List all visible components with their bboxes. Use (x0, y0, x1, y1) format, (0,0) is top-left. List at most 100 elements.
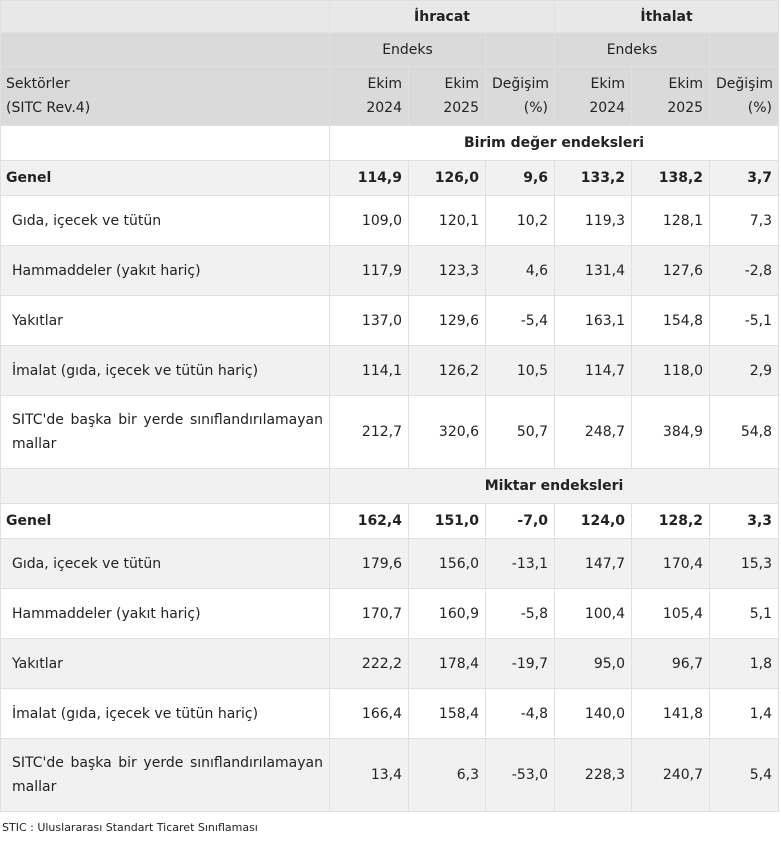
cell-imports-change: 1,4 (709, 688, 780, 739)
cell-exports-change: -5,4 (484, 295, 556, 346)
sector-label: Hammaddeler (yakıt hariç) (0, 588, 330, 639)
cell-exports-2025: 129,6 (408, 295, 486, 346)
cell-exports-change: -4,8 (484, 688, 556, 739)
table-body: Birim değer endeksleri Genel 114,9 126,0 9,6… (0, 125, 780, 812)
table-row: Gıda, içecek ve tütün 109,0 120,1 10,2 119,3… (0, 195, 780, 246)
cell-exports-change: 9,6 (484, 160, 556, 196)
sector-label: İmalat (gıda, içecek ve tütün hariç) (0, 688, 330, 739)
sector-label: Genel (0, 160, 330, 196)
section-header-row: Birim değer endeksleri (0, 125, 780, 161)
cell-exports-2025: 151,0 (408, 503, 486, 539)
cell-exports-change: 10,5 (484, 345, 556, 396)
header-exports: İhracat (328, 0, 556, 33)
cell-imports-2024: 147,7 (554, 538, 633, 589)
cell-imports-2025: 127,6 (631, 245, 711, 296)
sector-label: Yakıtlar (0, 295, 330, 346)
cell-exports-2024: 212,7 (329, 395, 409, 469)
cell-exports-2025: 178,4 (408, 638, 486, 689)
header-imports-2024: Ekim 2024 (554, 66, 633, 126)
cell-exports-2025: 126,0 (408, 160, 486, 196)
sector-label: SITC'de başka bir yerde sınıflandırılama… (0, 738, 330, 812)
table-row: SITC'de başka bir yerde sınıflandırılama… (0, 395, 780, 469)
cell-imports-change: -5,1 (709, 295, 780, 346)
sector-label: İmalat (gıda, içecek ve tütün hariç) (0, 345, 330, 396)
section-title: Birim değer endeksleri (328, 125, 780, 161)
table-row: Gıda, içecek ve tütün 179,6 156,0 -13,1 147,… (0, 538, 780, 589)
trade-index-table: İhracat İthalat Endeks Endeks Sektörler(… (0, 0, 780, 812)
cell-imports-change: 1,8 (709, 638, 780, 689)
header-row-columns: Sektörler (SITC Rev.4) Ekim 2024 Ekim 2025 … (0, 66, 780, 126)
cell-imports-2025: 240,7 (631, 738, 711, 812)
cell-imports-change: -2,8 (709, 245, 780, 296)
cell-imports-2024: 119,3 (554, 195, 633, 246)
cell-exports-2025: 156,0 (408, 538, 486, 589)
cell-imports-change: 3,7 (709, 160, 780, 196)
cell-imports-change: 5,1 (709, 588, 780, 639)
table-row: Yakıtlar 137,0 129,6 -5,4 163,1 154,8 -5,1 (0, 295, 780, 346)
cell-exports-change: 10,2 (484, 195, 556, 246)
cell-exports-change: -19,7 (484, 638, 556, 689)
header-empty (709, 32, 780, 67)
cell-exports-change: -13,1 (484, 538, 556, 589)
table-row: İmalat (gıda, içecek ve tütün hariç) 114,… (0, 345, 780, 396)
total-row: Genel 114,9 126,0 9,6 133,2 138,2 3,7 (0, 160, 780, 196)
header-exports-index: Endeks (329, 32, 486, 67)
cell-exports-2024: 166,4 (329, 688, 409, 739)
cell-imports-2024: 163,1 (554, 295, 633, 346)
cell-imports-2024: 95,0 (554, 638, 633, 689)
cell-imports-2025: 128,2 (631, 503, 711, 539)
sector-label: Genel (0, 503, 330, 539)
cell-imports-2025: 105,4 (631, 588, 711, 639)
cell-exports-2025: 158,4 (408, 688, 486, 739)
cell-imports-2024: 114,7 (554, 345, 633, 396)
cell-imports-2025: 118,0 (631, 345, 711, 396)
table-row: Yakıtlar 222,2 178,4 -19,7 95,0 96,7 1,8 (0, 638, 780, 689)
section-header-row: Miktar endeksleri (0, 468, 780, 504)
table-row: İmalat (gıda, içecek ve tütün hariç) 166,… (0, 688, 780, 739)
cell-imports-change: 15,3 (709, 538, 780, 589)
header-empty (0, 0, 330, 33)
header-imports: İthalat (554, 0, 780, 33)
header-exports-2025: Ekim 2025 (408, 66, 486, 126)
cell-imports-2024: 140,0 (554, 688, 633, 739)
cell-imports-2025: 138,2 (631, 160, 711, 196)
cell-exports-change: 4,6 (484, 245, 556, 296)
cell-exports-2025: 126,2 (408, 345, 486, 396)
cell-exports-2025: 6,3 (408, 738, 486, 812)
header-empty (484, 32, 556, 67)
sector-label: Gıda, içecek ve tütün (0, 538, 330, 589)
section-title: Miktar endeksleri (328, 468, 780, 504)
total-row: Genel 162,4 151,0 -7,0 124,0 128,2 3,3 (0, 503, 780, 539)
section-empty (0, 468, 330, 504)
cell-imports-2025: 154,8 (631, 295, 711, 346)
cell-exports-change: -5,8 (484, 588, 556, 639)
section-empty (0, 125, 330, 161)
cell-exports-2025: 160,9 (408, 588, 486, 639)
cell-imports-change: 3,3 (709, 503, 780, 539)
cell-imports-2024: 228,3 (554, 738, 633, 812)
header-sectors: Sektörler (SITC Rev.4) (0, 66, 330, 126)
cell-exports-2025: 123,3 (408, 245, 486, 296)
cell-exports-2024: 117,9 (329, 245, 409, 296)
cell-imports-2025: 141,8 (631, 688, 711, 739)
footnote: STIC : Uluslararası Standart Ticaret Sın… (2, 821, 258, 834)
cell-imports-change: 54,8 (709, 395, 780, 469)
cell-exports-2024: 170,7 (329, 588, 409, 639)
cell-exports-2024: 114,9 (329, 160, 409, 196)
cell-imports-2024: 124,0 (554, 503, 633, 539)
cell-exports-change: -7,0 (484, 503, 556, 539)
cell-imports-2025: 96,7 (631, 638, 711, 689)
cell-exports-2025: 320,6 (408, 395, 486, 469)
header-row-index: Endeks Endeks (0, 32, 780, 67)
table-row: Hammaddeler (yakıt hariç) 117,9 123,3 4,6 13… (0, 245, 780, 296)
cell-imports-2024: 248,7 (554, 395, 633, 469)
cell-exports-change: -53,0 (484, 738, 556, 812)
cell-imports-change: 7,3 (709, 195, 780, 246)
cell-exports-2024: 114,1 (329, 345, 409, 396)
header-imports-index: Endeks (554, 32, 711, 67)
cell-exports-2024: 179,6 (329, 538, 409, 589)
cell-imports-2025: 128,1 (631, 195, 711, 246)
cell-imports-2024: 100,4 (554, 588, 633, 639)
sector-label: Gıda, içecek ve tütün (0, 195, 330, 246)
sector-label: SITC'de başka bir yerde sınıflandırılama… (0, 395, 330, 469)
